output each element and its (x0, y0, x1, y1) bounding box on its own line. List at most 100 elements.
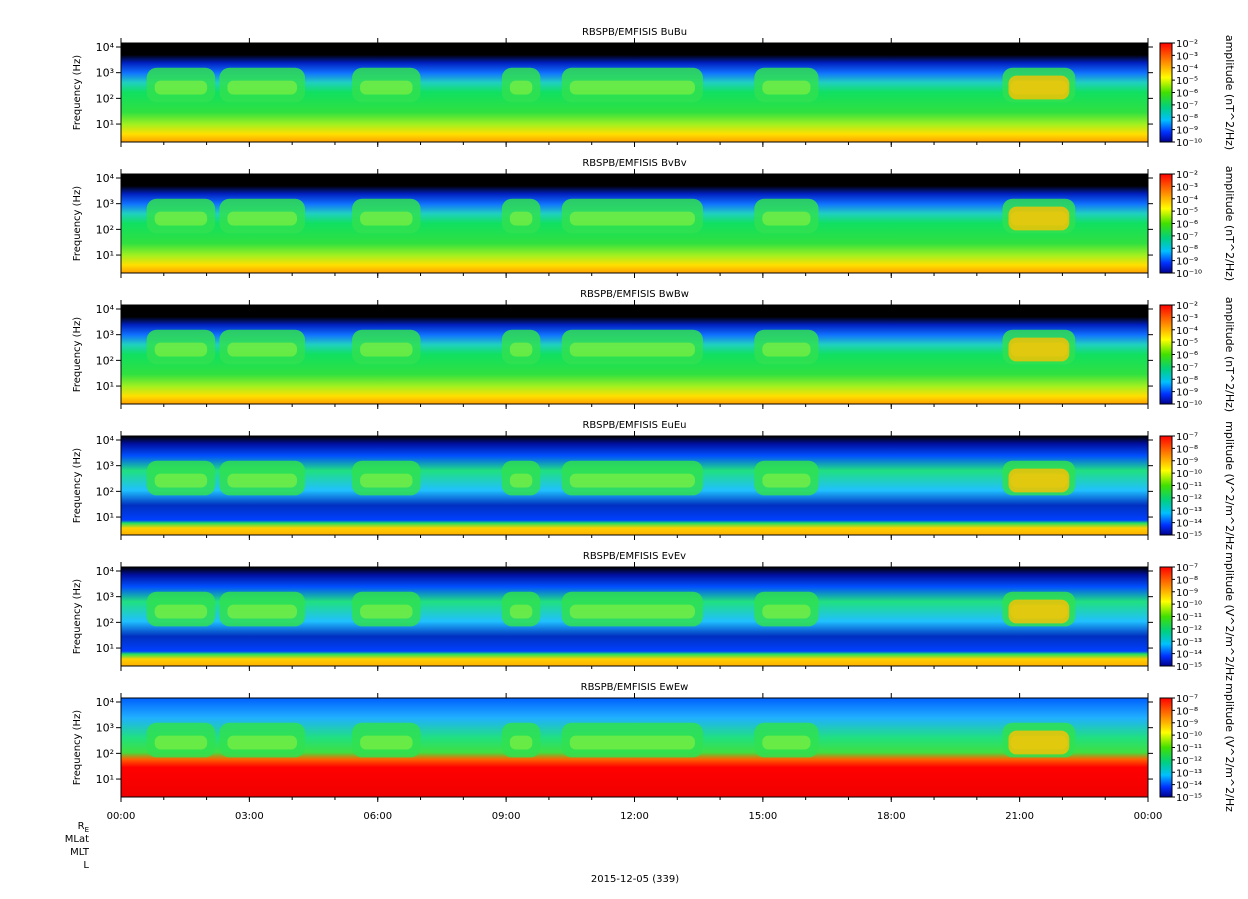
colorbar-tick-label: 10⁻⁸ (1176, 244, 1198, 255)
emission-core (509, 211, 533, 226)
colorbar-label: mplitude (V^2/m^2/Hz (1223, 552, 1236, 681)
colorbar-tick-label: 10⁻¹⁰ (1176, 469, 1202, 480)
y-tick-label: 10⁴ (96, 303, 115, 316)
position-label-base: MLat (65, 834, 89, 845)
colorbar-tick-label: 10⁻⁶ (1176, 89, 1198, 100)
emission-core (762, 342, 811, 357)
emission-core (154, 211, 208, 226)
x-tick-label: 15:00 (748, 811, 777, 822)
emission-core (569, 342, 695, 357)
colorbar-tick-label: 10⁻⁸ (1176, 706, 1198, 717)
colorbar-tick-label: 10⁻³ (1176, 182, 1198, 193)
y-axis-label: Frequency (Hz) (72, 710, 83, 786)
y-tick-label: 10² (96, 747, 114, 760)
colorbar-tick-label: 10⁻¹² (1176, 756, 1202, 767)
colorbar-tick-label: 10⁻¹³ (1176, 637, 1202, 648)
emission-core (762, 211, 811, 226)
colorbar-tick-label: 10⁻⁷ (1176, 432, 1198, 443)
colorbar-tick-label: 10⁻¹⁰ (1176, 731, 1202, 742)
colorbar-tick-label: 10⁻¹⁰ (1176, 269, 1202, 280)
y-tick-label: 10¹ (96, 773, 114, 786)
y-tick-label: 10³ (96, 591, 114, 604)
colorbar-tick-label: 10⁻² (1176, 301, 1198, 312)
colorbar-tick-label: 10⁻⁷ (1176, 563, 1198, 574)
y-tick-label: 10³ (96, 722, 114, 735)
panel-title: RBSPB/EMFISIS EuEu (582, 420, 686, 431)
colorbar-label: mplitude (V^2/m^2/Hz (1223, 683, 1236, 812)
emission-core (569, 735, 695, 750)
colorbar-tick-label: 10⁻⁷ (1176, 101, 1198, 112)
emission-core (762, 80, 811, 95)
emission-core (1008, 730, 1070, 755)
y-axis-label: Frequency (Hz) (72, 448, 83, 524)
emission-core (154, 604, 208, 619)
colorbar-label: amplitude (nT^2/Hz) (1223, 35, 1236, 150)
emission-core (360, 342, 413, 357)
emission-core (762, 735, 811, 750)
emission-core (762, 473, 811, 488)
colorbar-tick-label: 10⁻¹¹ (1176, 744, 1202, 755)
colorbar (1159, 173, 1173, 274)
colorbar-tick-label: 10⁻¹⁴ (1176, 781, 1202, 792)
position-label-base: L (83, 860, 89, 871)
x-tick-label: 12:00 (620, 811, 649, 822)
colorbar-tick-label: 10⁻⁷ (1176, 232, 1198, 243)
colorbar-label: mplitude (V^2/m^2/Hz (1223, 421, 1236, 550)
panel-title: RBSPB/EMFISIS EwEw (581, 682, 689, 693)
emission-core (227, 80, 298, 95)
colorbar-tick-label: 10⁻⁵ (1176, 207, 1198, 218)
position-label-base: MLT (70, 847, 90, 858)
y-axis-label: Frequency (Hz) (72, 186, 83, 262)
y-tick-label: 10² (96, 223, 114, 236)
colorbar (1159, 697, 1173, 798)
x-tick-label: 00:00 (107, 811, 136, 822)
position-label: L (83, 860, 89, 871)
colorbar (1159, 42, 1173, 143)
emission-core (569, 80, 695, 95)
colorbar-tick-label: 10⁻⁹ (1176, 457, 1198, 468)
emission-core (227, 735, 298, 750)
colorbar-tick-label: 10⁻¹⁰ (1176, 400, 1202, 411)
position-label: MLat (65, 834, 89, 845)
colorbar-tick-label: 10⁻¹⁵ (1176, 793, 1202, 804)
emission-core (569, 473, 695, 488)
x-tick-label: 09:00 (492, 811, 521, 822)
colorbar-tick-label: 10⁻⁸ (1176, 375, 1198, 386)
colorbar-tick-label: 10⁻² (1176, 39, 1198, 50)
colorbar-tick-label: 10⁻⁹ (1176, 588, 1198, 599)
y-tick-label: 10⁴ (96, 696, 115, 709)
y-tick-label: 10⁴ (96, 434, 115, 447)
y-tick-label: 10¹ (96, 118, 114, 131)
position-label-base: R (78, 821, 85, 832)
y-tick-label: 10⁴ (96, 41, 115, 54)
y-tick-label: 10³ (96, 198, 114, 211)
colorbar-tick-label: 10⁻⁷ (1176, 363, 1198, 374)
colorbar-tick-label: 10⁻⁸ (1176, 575, 1198, 586)
emission-core (227, 211, 298, 226)
emission-core (509, 735, 533, 750)
colorbar-tick-label: 10⁻⁹ (1176, 257, 1198, 268)
y-tick-label: 10⁴ (96, 565, 115, 578)
x-tick-label: 06:00 (363, 811, 392, 822)
emission-core (227, 473, 298, 488)
colorbar-tick-label: 10⁻⁶ (1176, 220, 1198, 231)
position-label: RE (78, 821, 89, 834)
y-tick-label: 10² (96, 92, 114, 105)
colorbar-tick-label: 10⁻¹¹ (1176, 613, 1202, 624)
colorbar-tick-label: 10⁻¹⁵ (1176, 531, 1202, 542)
colorbar-label: amplitude (nT^2/Hz) (1223, 297, 1236, 412)
colorbar-tick-label: 10⁻¹⁰ (1176, 138, 1202, 149)
colorbar-tick-label: 10⁻¹⁴ (1176, 519, 1202, 530)
colorbar-tick-label: 10⁻⁴ (1176, 195, 1198, 206)
y-tick-label: 10³ (96, 67, 114, 80)
y-axis-label: Frequency (Hz) (72, 317, 83, 393)
colorbar-tick-label: 10⁻⁸ (1176, 113, 1198, 124)
panel-title: RBSPB/EMFISIS BwBw (580, 289, 689, 300)
colorbar-tick-label: 10⁻⁸ (1176, 444, 1198, 455)
emission-core (509, 80, 533, 95)
emission-core (509, 604, 533, 619)
emission-core (360, 473, 413, 488)
emission-core (1008, 468, 1070, 493)
y-axis-label: Frequency (Hz) (72, 579, 83, 655)
